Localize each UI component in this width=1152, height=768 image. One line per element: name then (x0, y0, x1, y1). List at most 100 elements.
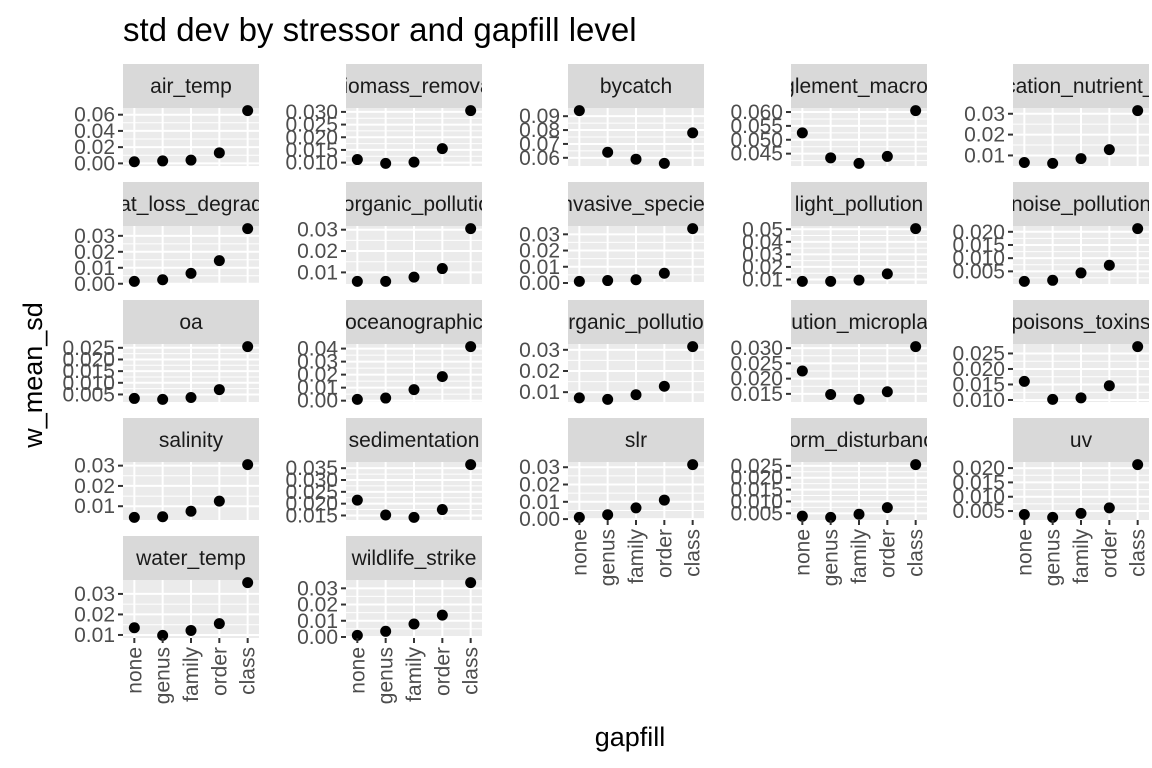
facet-panel: eutrophication_nutrient_pollution0.010.0… (929, 64, 1152, 169)
data-point (436, 143, 448, 155)
y-tick-label: 0.08 (519, 119, 560, 142)
data-point (853, 393, 865, 405)
data-point (573, 511, 585, 523)
data-point (602, 509, 614, 521)
y-tick-label: 0.020 (285, 126, 338, 149)
data-point (1132, 105, 1144, 117)
data-point (128, 392, 140, 404)
data-point (408, 618, 420, 630)
data-point (1018, 275, 1030, 287)
data-point (408, 271, 420, 283)
data-point (213, 255, 225, 267)
y-tick-label: 0.03 (519, 456, 560, 479)
facet-panel: habitat_loss_degradation 0.000.010.020.03 (74, 182, 259, 296)
facet-strip-label: water_temp (135, 547, 246, 570)
y-tick-label: 0.005 (952, 260, 1005, 283)
y-tick-label: 0.005 (952, 500, 1005, 523)
data-point (881, 386, 893, 398)
y-tick-label: 0.015 (730, 383, 783, 406)
facet-strip-label: light_pollution (795, 193, 923, 216)
data-point (853, 508, 865, 520)
x-tick-label: genus (1042, 529, 1065, 586)
data-point (242, 105, 254, 117)
y-tick-label: 0.00 (297, 390, 338, 413)
y-tick-label: 0.03 (519, 339, 560, 362)
data-point (465, 105, 477, 117)
y-tick-label: 0.020 (730, 467, 783, 490)
data-point (687, 223, 699, 235)
data-point (351, 393, 363, 405)
data-point (1132, 223, 1144, 235)
data-point (157, 274, 169, 286)
y-tick-label: 0.030 (730, 337, 783, 360)
data-point (602, 275, 614, 287)
facet-strip-label: eutrophication_nutrient_pollution (929, 75, 1152, 98)
y-tick-label: 0.010 (952, 247, 1005, 270)
facet-strip-label: slr (625, 429, 647, 452)
facet-strip-label: air_temp (150, 75, 232, 98)
y-tick-label: 0.03 (74, 225, 115, 248)
y-tick-label: 0.015 (730, 479, 783, 502)
facet-strip (568, 418, 704, 462)
y-tick-label: 0.03 (74, 583, 115, 606)
y-tick-label: 0.02 (74, 241, 115, 264)
x-tick-label: order (876, 529, 899, 578)
data-point (573, 392, 585, 404)
x-tick-label: class (460, 647, 483, 695)
x-tick-label: family (180, 647, 203, 702)
y-tick-label: 0.09 (519, 105, 560, 128)
x-tick-label: family (403, 647, 426, 702)
data-point (881, 502, 893, 514)
x-tick-label: class (237, 647, 260, 695)
y-tick-label: 0.02 (74, 603, 115, 626)
data-point (825, 388, 837, 400)
facet-strip (791, 182, 927, 226)
data-point (465, 223, 477, 235)
facet-panel: wildlife_strike 0.000.010.020.03 none genus… (297, 536, 483, 704)
facet-strip-label: inorganic_pollution (326, 193, 501, 216)
y-tick-label: 0.04 (742, 231, 783, 254)
data-point (408, 156, 420, 168)
data-point (436, 504, 448, 516)
facet-strip-label: bycatch (600, 75, 672, 98)
facet-panel: air_temp 0.000.020.040.06 (74, 64, 259, 175)
y-tick-label: 0.06 (519, 147, 560, 170)
facet-strip-label: oceanographic (345, 311, 483, 334)
y-tick-label: 0.045 (730, 143, 783, 166)
y-tick-label: 0.025 (285, 481, 338, 504)
facet-strip (568, 182, 704, 226)
y-tick-label: 0.025 (730, 352, 783, 375)
y-tick-label: 0.020 (952, 221, 1005, 244)
data-point (185, 624, 197, 636)
y-tick-label: 0.00 (74, 273, 115, 296)
data-point (1047, 393, 1059, 405)
data-point (1103, 259, 1115, 271)
data-point (380, 157, 392, 169)
x-tick-label: none (568, 529, 591, 576)
y-tick-label: 0.01 (74, 257, 115, 280)
y-tick-label: 0.00 (297, 626, 338, 649)
y-tick-label: 0.015 (952, 373, 1005, 396)
facet-strip (568, 300, 704, 344)
y-tick-label: 0.020 (285, 493, 338, 516)
y-tick-label: 0.05 (742, 218, 783, 241)
facet-strip (1013, 300, 1149, 344)
data-point (687, 459, 699, 471)
data-point (687, 127, 699, 139)
y-tick-label: 0.01 (519, 381, 560, 404)
data-point (1047, 157, 1059, 169)
data-point (157, 511, 169, 523)
data-point (1047, 274, 1059, 286)
y-tick-label: 0.06 (74, 104, 115, 127)
facet-panel: invasive_species 0.000.010.020.03 (519, 182, 704, 295)
facet-strip-label: poisons_toxins (1012, 311, 1151, 334)
y-tick-label: 0.03 (742, 243, 783, 266)
data-point (380, 275, 392, 287)
data-point (157, 629, 169, 641)
facet-strip (1013, 418, 1149, 462)
data-point (1103, 144, 1115, 156)
data-point (380, 392, 392, 404)
facet-panel: light_pollution 0.010.020.030.040.05 (742, 182, 927, 291)
y-tick-label: 0.01 (519, 491, 560, 514)
